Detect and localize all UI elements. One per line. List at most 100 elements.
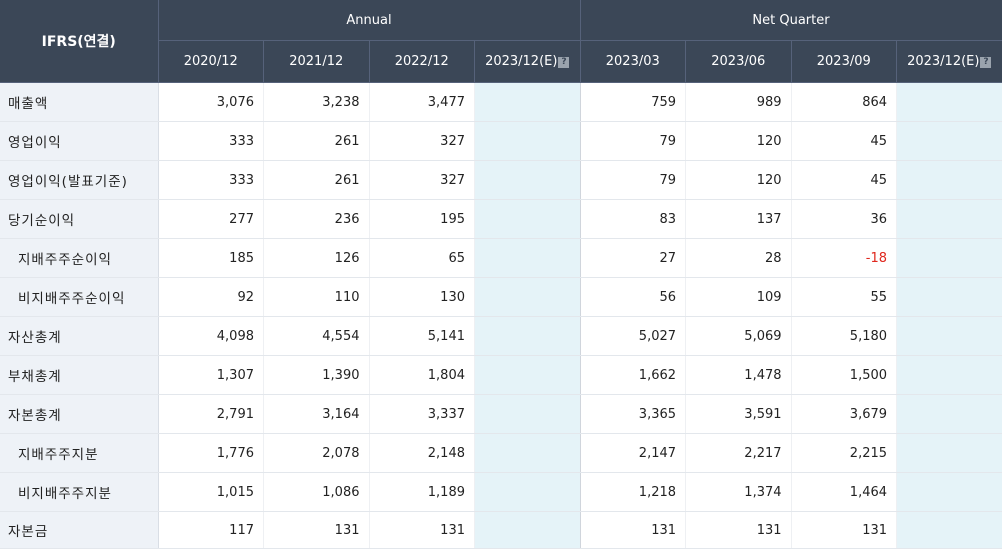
value-cell: 1,500 xyxy=(791,355,898,395)
table-row: 당기순이익 277 236 195 83 137 36 xyxy=(0,199,1002,239)
table-row: 매출액 3,076 3,238 3,477 759 989 864 xyxy=(0,82,1002,122)
value-cell: 56 xyxy=(580,277,687,317)
table-row: 영업이익(발표기준) 333 261 327 79 120 45 xyxy=(0,160,1002,200)
value-cell: 131 xyxy=(791,511,898,549)
estimate-cell xyxy=(474,121,581,161)
value-cell: 5,027 xyxy=(580,316,687,356)
period-header-quarter-2023-06: 2023/06 xyxy=(685,40,792,83)
table-row: 부채총계 1,307 1,390 1,804 1,662 1,478 1,500 xyxy=(0,355,1002,395)
value-cell: 1,189 xyxy=(369,472,475,512)
estimate-cell xyxy=(896,355,1002,395)
period-header-quarter-2023-12-estimate: 2023/12(E)? xyxy=(896,40,1002,83)
value-cell: 131 xyxy=(263,511,370,549)
value-cell: 261 xyxy=(263,121,370,161)
table-row: 비지배주주순이익 92 110 130 56 109 55 xyxy=(0,277,1002,317)
value-cell: 45 xyxy=(791,160,898,200)
row-label: 지배주주순이익 xyxy=(0,238,159,278)
value-cell: 327 xyxy=(369,160,475,200)
row-label: 당기순이익 xyxy=(0,199,159,239)
value-cell: 1,776 xyxy=(158,433,264,473)
value-cell: 1,464 xyxy=(791,472,898,512)
value-cell: 45 xyxy=(791,121,898,161)
value-cell: 27 xyxy=(580,238,687,278)
period-header-annual-2022-12: 2022/12 xyxy=(369,40,475,83)
estimate-cell xyxy=(896,316,1002,356)
value-cell: 2,148 xyxy=(369,433,475,473)
row-label: 부채총계 xyxy=(0,355,159,395)
value-cell: 277 xyxy=(158,199,264,239)
estimate-cell xyxy=(474,199,581,239)
row-label: 매출액 xyxy=(0,82,159,122)
table-row: 지배주주순이익 185 126 65 27 28 -18 xyxy=(0,238,1002,278)
value-cell: 131 xyxy=(685,511,792,549)
estimate-cell xyxy=(474,160,581,200)
estimate-cell xyxy=(474,316,581,356)
value-cell: 130 xyxy=(369,277,475,317)
value-cell: 131 xyxy=(369,511,475,549)
estimate-cell xyxy=(474,433,581,473)
table-row: 비지배주주지분 1,015 1,086 1,189 1,218 1,374 1,464 xyxy=(0,472,1002,512)
estimate-cell xyxy=(896,394,1002,434)
estimate-cell xyxy=(896,277,1002,317)
value-cell: 1,374 xyxy=(685,472,792,512)
estimate-cell xyxy=(896,121,1002,161)
net-quarter-group-header: Net Quarter xyxy=(580,0,1002,41)
value-cell: 1,390 xyxy=(263,355,370,395)
value-cell: 79 xyxy=(580,121,687,161)
estimate-help-icon[interactable]: ? xyxy=(980,57,992,68)
value-cell: 5,141 xyxy=(369,316,475,356)
period-header-quarter-2023-09: 2023/09 xyxy=(791,40,898,83)
value-cell: 236 xyxy=(263,199,370,239)
row-label: 비지배주주순이익 xyxy=(0,277,159,317)
estimate-cell xyxy=(896,433,1002,473)
value-cell: 3,164 xyxy=(263,394,370,434)
value-cell: 3,076 xyxy=(158,82,264,122)
value-cell: 2,078 xyxy=(263,433,370,473)
value-cell: 2,215 xyxy=(791,433,898,473)
value-cell: 1,086 xyxy=(263,472,370,512)
estimate-cell xyxy=(474,82,581,122)
value-cell: 28 xyxy=(685,238,792,278)
estimate-cell xyxy=(474,238,581,278)
period-header-annual-2020-12: 2020/12 xyxy=(158,40,264,83)
value-cell: 79 xyxy=(580,160,687,200)
value-cell: 92 xyxy=(158,277,264,317)
value-cell: 2,217 xyxy=(685,433,792,473)
estimate-help-icon[interactable]: ? xyxy=(558,57,570,68)
value-cell: 185 xyxy=(158,238,264,278)
value-cell: 120 xyxy=(685,160,792,200)
estimate-cell xyxy=(474,511,581,549)
value-cell: 195 xyxy=(369,199,475,239)
value-cell: 3,337 xyxy=(369,394,475,434)
value-cell: 3,238 xyxy=(263,82,370,122)
value-cell: 3,477 xyxy=(369,82,475,122)
value-cell: 1,307 xyxy=(158,355,264,395)
value-cell: 83 xyxy=(580,199,687,239)
estimate-cell xyxy=(474,472,581,512)
row-label: 자본총계 xyxy=(0,394,159,434)
value-cell: 3,365 xyxy=(580,394,687,434)
row-label: 자본금 xyxy=(0,511,159,549)
value-cell: 5,069 xyxy=(685,316,792,356)
ifrs-consolidated-header: IFRS(연결) xyxy=(0,0,159,83)
value-cell: 1,478 xyxy=(685,355,792,395)
row-label: 영업이익(발표기준) xyxy=(0,160,159,200)
table-header: IFRS(연결) Annual Net Quarter 2020/12 2021… xyxy=(0,0,1002,83)
estimate-cell xyxy=(896,82,1002,122)
value-cell: -18 xyxy=(791,238,898,278)
value-cell: 1,015 xyxy=(158,472,264,512)
period-header-annual-2023-12-estimate: 2023/12(E)? xyxy=(474,40,581,83)
row-label: 영업이익 xyxy=(0,121,159,161)
estimate-cell xyxy=(474,394,581,434)
table-row: 자본총계 2,791 3,164 3,337 3,365 3,591 3,679 xyxy=(0,394,1002,434)
value-cell: 327 xyxy=(369,121,475,161)
estimate-cell xyxy=(474,355,581,395)
value-cell: 137 xyxy=(685,199,792,239)
estimate-cell xyxy=(474,277,581,317)
value-cell: 1,662 xyxy=(580,355,687,395)
estimate-cell xyxy=(896,238,1002,278)
value-cell: 1,804 xyxy=(369,355,475,395)
estimate-cell xyxy=(896,160,1002,200)
value-cell: 2,147 xyxy=(580,433,687,473)
